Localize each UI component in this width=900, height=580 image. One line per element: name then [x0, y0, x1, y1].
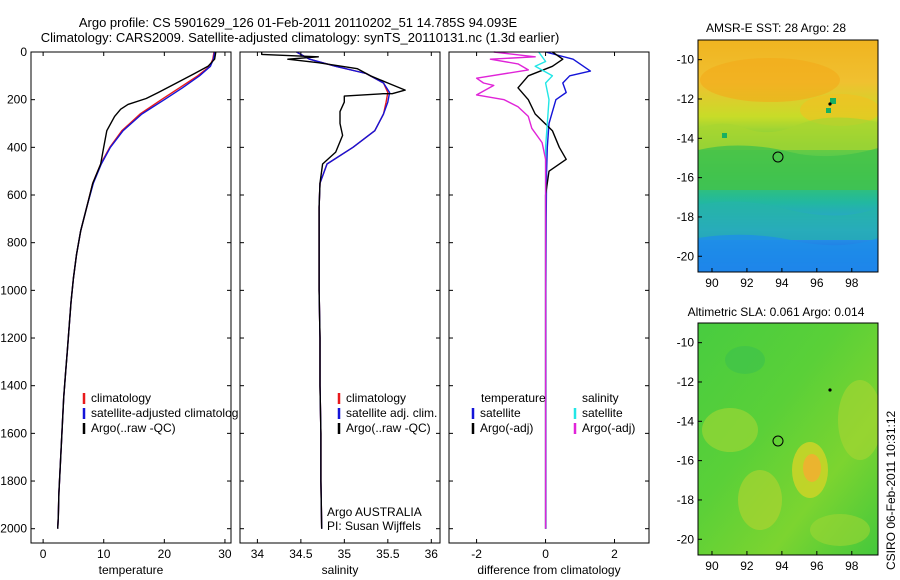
temperature-legend-climatology-label: climatology — [91, 391, 151, 405]
sla_map-ytick-label: -16 — [677, 454, 695, 468]
salinity-xtick-label: 36 — [425, 547, 439, 561]
salinity-xtick-label: 34 — [251, 547, 265, 561]
sla-map-title: Altimetric SLA: 0.061 Argo: 0.014 — [688, 305, 865, 319]
temperature-ytick-label: 600 — [7, 188, 27, 202]
salinity-legend-climatology-label: climatology — [346, 391, 406, 405]
salinity-xlabel: salinity — [322, 563, 359, 577]
temperature-ytick-label: 1000 — [0, 283, 27, 297]
sst_map-ytick-label: -12 — [677, 92, 695, 106]
difference-legend-temperature-satellite-label: satellite — [480, 406, 521, 420]
difference-xtick-label: -2 — [471, 547, 482, 561]
sst_map-ytick-label: -16 — [677, 171, 695, 185]
difference-line-argo-adj-temperature — [517, 51, 567, 529]
sst_map-xtick-label: 96 — [810, 276, 824, 290]
sla-map-field — [698, 323, 878, 555]
difference-xtick-label: 0 — [542, 547, 549, 561]
sst_map-xtick-label: 98 — [845, 276, 859, 290]
salinity-annotation-line: Argo AUSTRALIA — [327, 505, 422, 519]
sla_map-ytick-label: -20 — [677, 532, 695, 546]
sst-profile-marker — [772, 151, 784, 163]
temperature-panel: 0 10 20 30 temperature 0 200 400 600 800 1000 1200 1… — [0, 45, 238, 577]
sst_map-ytick-label: -20 — [677, 249, 695, 263]
temperature-ytick-label: 2000 — [0, 522, 27, 536]
sst_map-xtick-label: 92 — [740, 276, 754, 290]
temperature-xlabel: temperature — [99, 563, 164, 577]
temperature-xtick-label: 0 — [40, 547, 47, 561]
temperature-ytick-label: 200 — [7, 93, 27, 107]
figure-title-line1: Argo profile: CS 5901629_126 01-Feb-2011… — [79, 15, 518, 30]
salinity-legend-argo-raw-qc-label: Argo(..raw -QC) — [346, 421, 431, 435]
difference-xlabel: difference from climatology — [477, 563, 620, 577]
temperature-ytick-label: 400 — [7, 140, 27, 154]
sla_map-ytick-label: -14 — [677, 414, 695, 428]
salinity-frame — [239, 51, 441, 544]
difference-panel: -2 0 2 difference from climatology temperatu… — [448, 51, 650, 577]
sla_map-xtick-label: 96 — [810, 559, 824, 573]
salinity-line-argo-raw-qc — [261, 52, 406, 529]
temperature-xtick-label: 20 — [158, 547, 172, 561]
difference-line-satellite-salinity — [534, 51, 554, 529]
temperature-frame — [30, 51, 232, 544]
sla_map-xtick-label: 94 — [775, 559, 789, 573]
sst_map-xtick-label: 90 — [705, 276, 719, 290]
temperature-ytick-label: 1800 — [0, 474, 27, 488]
difference-legend-temperature-argo-label: Argo(-adj) — [480, 421, 533, 435]
salinity-line-satellite-adj-clim — [296, 51, 391, 529]
figure-title-line2: Climatology: CARS2009. Satellite-adjuste… — [41, 30, 560, 45]
sst_map-ytick-label: -14 — [677, 131, 695, 145]
salinity-xtick-label: 35.5 — [376, 547, 400, 561]
sst-map-field — [698, 40, 878, 272]
difference-legend-salinity-argo-label: Argo(-adj) — [582, 421, 635, 435]
difference-line-satellite-temperature — [545, 51, 592, 529]
temperature-ytick-label: 1400 — [0, 379, 27, 393]
temperature-legend-satellite-adjusted-climatolog-label: satellite-adjusted climatolog — [91, 406, 238, 420]
sla_map-ytick-label: -12 — [677, 375, 695, 389]
sla_map-xtick-label: 92 — [740, 559, 754, 573]
sla_map-ytick-label: -10 — [677, 336, 695, 350]
temperature-ytick-label: 1600 — [0, 426, 27, 440]
difference-legend-title-temperature: temperature — [481, 391, 546, 405]
temperature-legend-argo-raw-qc-label: Argo(..raw -QC) — [91, 421, 176, 435]
salinity-legend-satellite-adj-clim-label: satellite adj. clim. — [346, 406, 437, 420]
sla_map-xtick-label: 98 — [845, 559, 859, 573]
temperature-line-argo-raw-qc — [57, 51, 217, 529]
temperature-ytick-label: 0 — [20, 45, 27, 59]
temperature-ytick-label: 1200 — [0, 331, 27, 345]
sst_map-ytick-label: -18 — [677, 210, 695, 224]
salinity-annotation-line: PI: Susan Wijffels — [327, 519, 421, 533]
sla-map-panel: Altimetric SLA: 0.061 Argo: 0.014 90 92 94… — [677, 305, 879, 573]
salinity-xtick-label: 34.5 — [289, 547, 313, 561]
side-timestamp-label: CSIRO 06-Feb-2011 10:31:12 — [884, 410, 898, 570]
temperature-ytick-label: 800 — [7, 236, 27, 250]
temperature-line-satellite-adjusted-climatolog — [57, 51, 216, 529]
temperature-xtick-label: 30 — [218, 547, 232, 561]
salinity-xtick-label: 35 — [338, 547, 352, 561]
difference-legend-title-salinity: salinity — [582, 391, 619, 405]
sst-map-title: AMSR-E SST: 28 Argo: 28 — [706, 21, 846, 35]
salinity-panel: 34 34.5 35 35.5 36 salinity climatologysatelli… — [239, 51, 441, 577]
sla_map-ytick-label: -18 — [677, 493, 695, 507]
temperature-line-climatology — [57, 51, 215, 529]
sst_map-ytick-label: -10 — [677, 53, 695, 67]
difference-xtick-label: 2 — [611, 547, 618, 561]
difference-line-argo-adj-salinity — [475, 51, 547, 529]
sla_map-xtick-label: 90 — [705, 559, 719, 573]
salinity-line-climatology — [296, 51, 389, 529]
sla-profile-marker — [772, 435, 784, 447]
temperature-xtick-label: 10 — [97, 547, 111, 561]
difference-legend-salinity-satellite-label: satellite — [582, 406, 623, 420]
difference-frame — [448, 51, 650, 544]
sst-map-panel: AMSR-E SST: 28 Argo: 28 90 92 94 96 98 -10 -12… — [677, 21, 879, 290]
sst_map-xtick-label: 94 — [775, 276, 789, 290]
